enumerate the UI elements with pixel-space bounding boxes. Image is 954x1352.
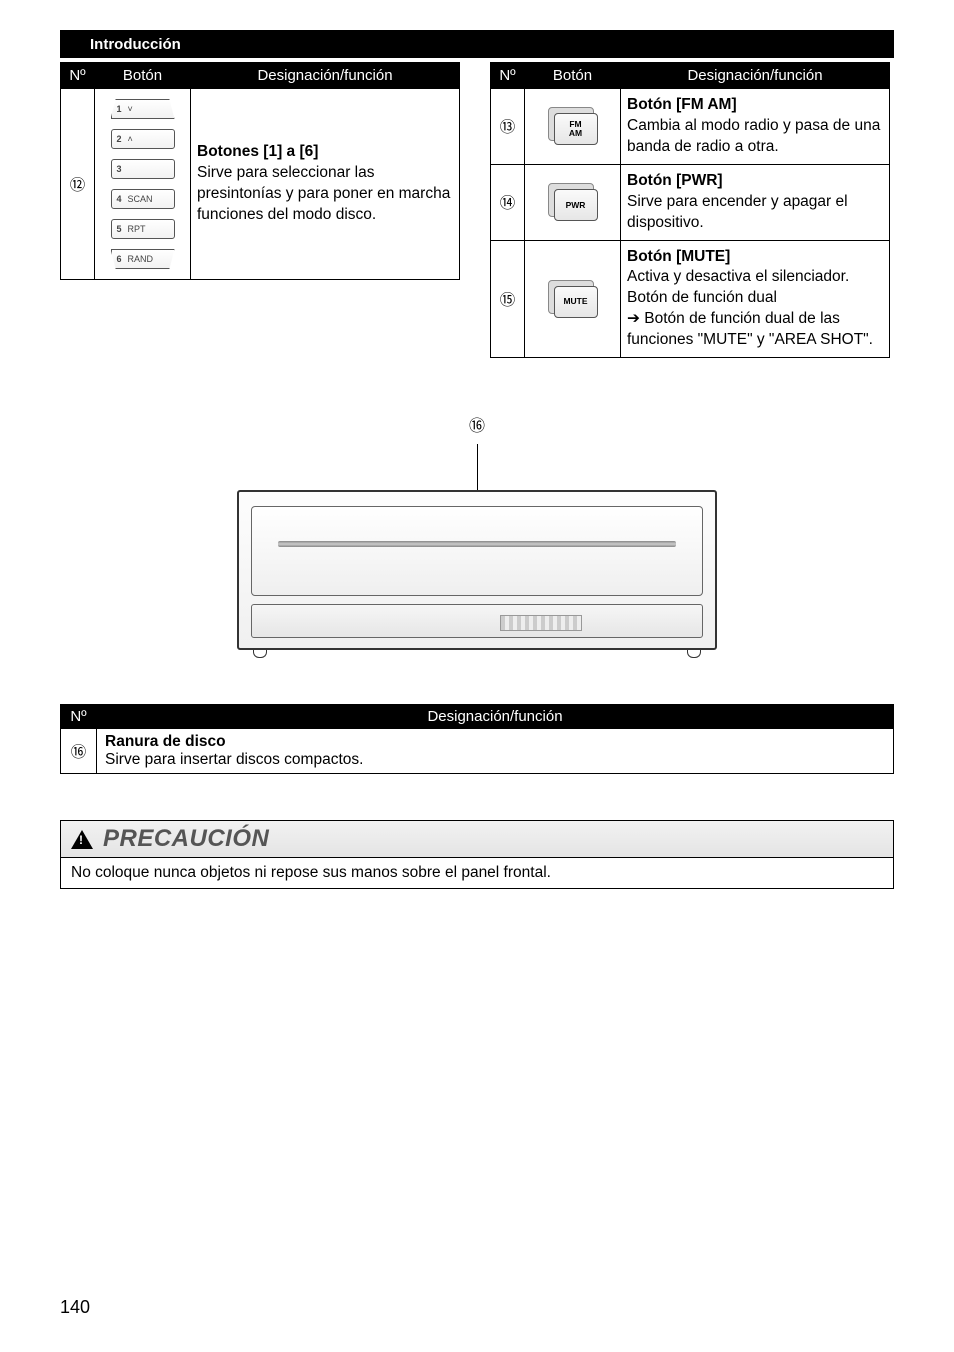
desc-title: Botón [MUTE]	[627, 248, 730, 265]
page-number: 140	[60, 1297, 90, 1318]
preset-button-3: 3	[111, 159, 175, 179]
caution-word: PRECAUCIÓN	[103, 825, 269, 853]
table-header-row: Nº Designación/función	[61, 705, 894, 729]
table-row: ⑭ PWR Botón [PWR] Sirve para encender y …	[491, 164, 890, 240]
button-stack-cell: 1˅ 2˄ 3 4SCAN 5RPT 6RAND	[95, 89, 191, 280]
disc-slot-panel	[251, 506, 703, 596]
desc-title: Botones [1] a [6]	[197, 143, 318, 160]
desc-title: Ranura de disco	[105, 733, 226, 750]
preset-button-2: 2˄	[111, 129, 175, 149]
tables-row: Nº Botón Designación/función ⑫ 1˅ 2˄ 3 4…	[60, 62, 894, 358]
desc-body: Sirve para seleccionar las presintonías …	[197, 164, 450, 223]
table-row: ⑯ Ranura de disco Sirve para insertar di…	[61, 729, 894, 774]
slot-table: Nº Designación/función ⑯ Ranura de disco…	[60, 704, 894, 774]
mute-button-cell: MUTE	[525, 240, 621, 358]
row-num: ⑯	[61, 729, 97, 774]
preset-button-6: 6RAND	[111, 249, 175, 269]
pwr-button-cell: PWR	[525, 164, 621, 240]
col-desc: Designación/función	[621, 63, 890, 89]
left-table: Nº Botón Designación/función ⑫ 1˅ 2˄ 3 4…	[60, 62, 460, 280]
row-num: ⑫	[61, 89, 95, 280]
device-illustration: ⑯	[217, 412, 737, 650]
fm-am-button-cell: FM AM	[525, 89, 621, 165]
table-row: ⑮ MUTE Botón [MUTE] Activa y desactiva e…	[491, 240, 890, 358]
desc-line-2: Botón de función dual	[627, 289, 777, 306]
section-title: Introducción	[90, 36, 181, 53]
preset-button-4: 4SCAN	[111, 189, 175, 209]
desc-line-3: ➔ Botón de función dual de las funciones…	[627, 310, 873, 348]
device-leg-right	[687, 648, 701, 658]
row-desc: Botón [FM AM] Cambia al modo radio y pas…	[621, 89, 890, 165]
callout-line	[477, 444, 478, 490]
col-desc: Designación/función	[191, 63, 460, 89]
preset-button-1: 1˅	[111, 99, 175, 119]
callout-number: ⑯	[217, 412, 737, 436]
device-leg-left	[253, 648, 267, 658]
table-header-row: Nº Botón Designación/función	[61, 63, 460, 89]
warning-icon	[71, 830, 93, 849]
col-desc: Designación/función	[97, 705, 894, 729]
row-num: ⑭	[491, 164, 525, 240]
disc-slot	[278, 541, 676, 547]
desc-line-1: Activa y desactiva el silenciador.	[627, 268, 849, 285]
device-lower-panel	[251, 604, 703, 638]
row-desc: Ranura de disco Sirve para insertar disc…	[97, 729, 894, 774]
pwr-button-icon: PWR	[548, 183, 598, 221]
desc-title: Botón [PWR]	[627, 172, 723, 189]
table-row: ⑫ 1˅ 2˄ 3 4SCAN 5RPT 6RAND Botones [1] a…	[61, 89, 460, 280]
section-header: Introducción	[60, 30, 894, 58]
col-btn: Botón	[525, 63, 621, 89]
desc-title: Botón [FM AM]	[627, 96, 737, 113]
button-stack: 1˅ 2˄ 3 4SCAN 5RPT 6RAND	[97, 93, 188, 275]
row-desc: Botones [1] a [6] Sirve para seleccionar…	[191, 89, 460, 280]
table-header-row: Nº Botón Designación/función	[491, 63, 890, 89]
caution-body: No coloque nunca objetos ni repose sus m…	[61, 858, 893, 888]
caution-box: PRECAUCIÓN No coloque nunca objetos ni r…	[60, 820, 894, 889]
mute-button-icon: MUTE	[548, 280, 598, 318]
desc-body: Sirve para encender y apagar el disposit…	[627, 193, 848, 231]
preset-button-5: 5RPT	[111, 219, 175, 239]
row-desc: Botón [MUTE] Activa y desactiva el silen…	[621, 240, 890, 358]
row-num: ⑬	[491, 89, 525, 165]
desc-body: Sirve para insertar discos compactos.	[105, 751, 363, 768]
row-num: ⑮	[491, 240, 525, 358]
row-desc: Botón [PWR] Sirve para encender y apagar…	[621, 164, 890, 240]
device-body	[237, 490, 717, 650]
col-num: Nº	[61, 63, 95, 89]
col-num: Nº	[491, 63, 525, 89]
table-row: ⑬ FM AM Botón [FM AM] Cambia al modo rad…	[491, 89, 890, 165]
col-num: Nº	[61, 705, 97, 729]
fm-am-button-icon: FM AM	[548, 107, 598, 145]
col-btn: Botón	[95, 63, 191, 89]
caution-header: PRECAUCIÓN	[61, 821, 893, 858]
right-table: Nº Botón Designación/función ⑬ FM AM Bot…	[490, 62, 890, 358]
desc-body: Cambia al modo radio y pasa de una banda…	[627, 117, 880, 155]
